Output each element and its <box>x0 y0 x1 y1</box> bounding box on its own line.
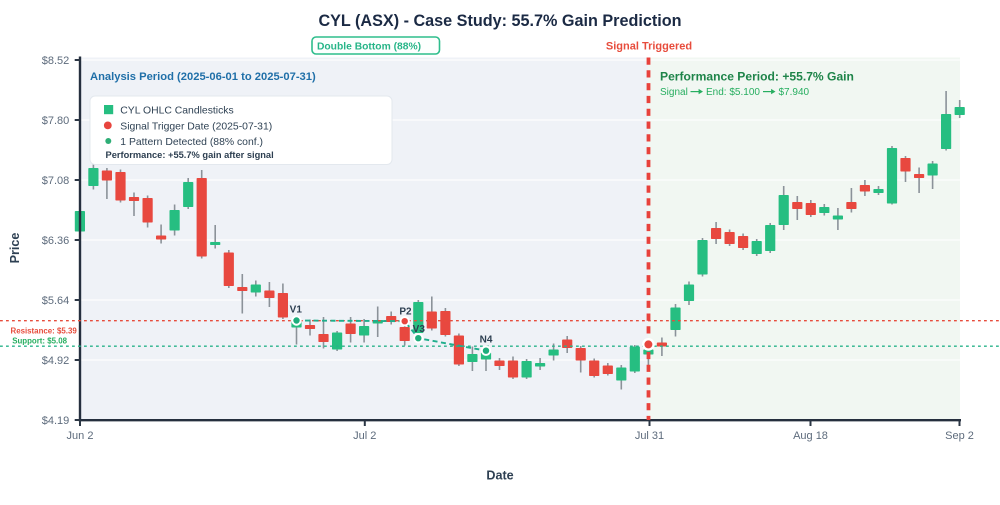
svg-text:Jul 31: Jul 31 <box>635 430 664 442</box>
svg-text:$7.80: $7.80 <box>42 115 70 127</box>
svg-text:$7.08: $7.08 <box>42 175 70 187</box>
svg-text:Support: $5.08: Support: $5.08 <box>12 337 67 346</box>
svg-text:Signal: Signal <box>660 87 688 98</box>
svg-text:P2: P2 <box>399 307 412 318</box>
svg-text:Double Bottom (88%): Double Bottom (88%) <box>317 41 421 52</box>
svg-text:End: $5.100: End: $5.100 <box>706 87 760 98</box>
svg-text:Performance: +55.7% gain after: Performance: +55.7% gain after signal <box>106 150 274 160</box>
svg-text:1 Pattern Detected (88% conf.): 1 Pattern Detected (88% conf.) <box>120 137 263 148</box>
svg-text:CYL OHLC Candlesticks: CYL OHLC Candlesticks <box>120 105 233 116</box>
svg-text:Signal Trigger Date (2025-07-3: Signal Trigger Date (2025-07-31) <box>120 121 272 132</box>
svg-text:$4.92: $4.92 <box>42 355 70 367</box>
svg-text:Price: Price <box>8 233 22 264</box>
svg-text:Jun 2: Jun 2 <box>67 430 94 442</box>
svg-text:Performance Period: +55.7% Gai: Performance Period: +55.7% Gain <box>660 70 854 84</box>
svg-text:Aug 18: Aug 18 <box>793 430 828 442</box>
svg-text:CYL (ASX) - Case Study: 55.7%: CYL (ASX) - Case Study: 55.7% Gain Predi… <box>318 12 681 30</box>
svg-text:$5.64: $5.64 <box>42 295 70 307</box>
svg-text:$7.940: $7.940 <box>779 87 810 98</box>
svg-text:Signal Triggered: Signal Triggered <box>606 41 692 53</box>
svg-text:Date: Date <box>486 469 513 483</box>
svg-text:Resistance: $5.39: Resistance: $5.39 <box>11 326 78 335</box>
svg-text:Jul 2: Jul 2 <box>353 430 376 442</box>
svg-text:Sep 2: Sep 2 <box>945 430 974 442</box>
svg-text:$4.19: $4.19 <box>42 415 70 427</box>
svg-text:N4: N4 <box>480 335 493 346</box>
svg-text:V3: V3 <box>413 324 426 335</box>
svg-text:V1: V1 <box>290 305 303 316</box>
svg-text:Analysis Period (2025-06-01 to: Analysis Period (2025-06-01 to 2025-07-3… <box>90 71 316 83</box>
svg-text:$6.36: $6.36 <box>42 235 70 247</box>
svg-text:$8.52: $8.52 <box>42 55 70 67</box>
